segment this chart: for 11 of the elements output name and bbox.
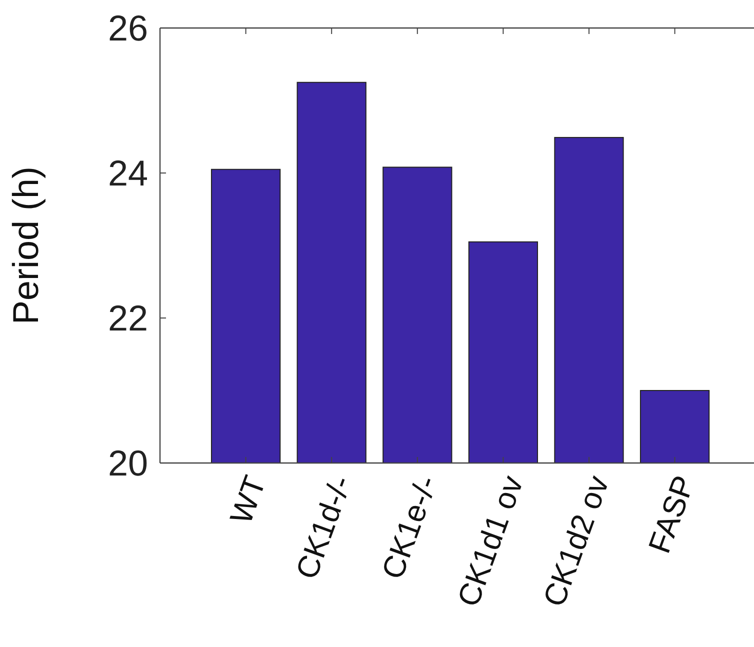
x-tick-label: FASP — [642, 471, 702, 558]
y-tick-label: 22 — [108, 298, 148, 339]
x-tick-label: CK1d2 ov — [536, 470, 616, 612]
y-tick-label: 26 — [108, 8, 148, 49]
y-tick-label: 24 — [108, 152, 148, 194]
x-tick-label: WT — [223, 471, 273, 528]
y-axis-title: Period (h) — [5, 166, 46, 325]
x-tick-label: CK1d-/- — [288, 471, 358, 584]
y-tick-label: 20 — [108, 442, 148, 484]
x-tick-label: CK1d1 ov — [450, 470, 530, 612]
x-tick-label: CK1e-/- — [374, 471, 444, 584]
